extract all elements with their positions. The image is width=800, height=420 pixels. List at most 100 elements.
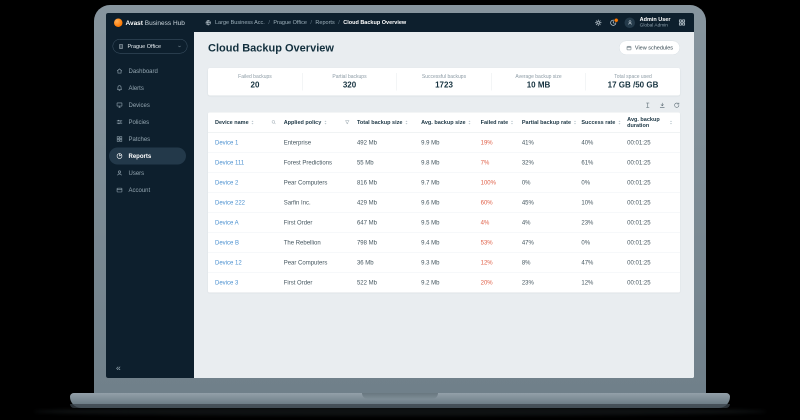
breadcrumb-item[interactable]: Prague Office (273, 19, 307, 26)
sidebar-item-reports[interactable]: Reports (109, 147, 186, 165)
sliders-icon (116, 119, 124, 126)
breadcrumb-separator: / (310, 19, 312, 26)
search-icon[interactable] (271, 120, 277, 126)
sidebar-item-label: Account (128, 186, 151, 194)
sidebar-item-patches[interactable]: Patches (106, 131, 194, 148)
column-header-success-rate[interactable]: Success rate (581, 119, 627, 125)
page-header: Cloud Backup Overview View schedules (208, 40, 680, 55)
view-schedules-button[interactable]: View schedules (618, 40, 680, 55)
page-title: Cloud Backup Overview (208, 41, 334, 54)
sidebar-item-label: Policies (128, 118, 150, 126)
breadcrumb: Large Business Acc. / Prague Office / Re… (205, 19, 406, 26)
device-link[interactable]: Device 111 (215, 158, 245, 166)
sidebar-item-alerts[interactable]: Alerts (106, 80, 194, 97)
cell-avg-size: 9.4 Mb (421, 238, 440, 246)
avast-logo-icon (114, 18, 123, 27)
sidebar-item-users[interactable]: Users (106, 165, 194, 182)
download-icon[interactable] (659, 102, 666, 109)
cell-partial-rate: 23% (521, 279, 534, 286)
column-header-applied-policy[interactable]: Applied policy (284, 119, 357, 125)
apps-grid-icon[interactable] (678, 19, 686, 27)
cell-duration: 00:01:25 (627, 238, 651, 246)
breadcrumb-separator: / (268, 19, 270, 26)
notifications-icon[interactable] (610, 17, 619, 27)
cell-partial-rate: 32% (521, 158, 534, 166)
stat-value: 17 GB /50 GB (607, 80, 659, 90)
device-link[interactable]: Device B (215, 238, 240, 246)
cell-total-size: 522 Mb (356, 279, 377, 286)
table-row: Device 12 Pear Computers 36 Mb 9.3 Mb 12… (208, 253, 680, 273)
sort-icon (251, 120, 255, 125)
user-role: Global Admin (639, 22, 668, 28)
device-link[interactable]: Device 2 (215, 178, 239, 186)
breadcrumb-item[interactable]: Large Business Acc. (215, 19, 265, 26)
monitor-icon (116, 102, 124, 109)
column-header-avg-backup-duration[interactable]: Avg. backup duration (627, 116, 673, 128)
column-header-failed-rate[interactable]: Failed rate (481, 119, 522, 125)
column-label: Avg. backup duration (627, 116, 660, 129)
office-selector[interactable]: Prague Office (112, 39, 188, 54)
sidebar-collapse-button[interactable]: « (116, 363, 121, 373)
patches-icon (116, 136, 124, 143)
device-link[interactable]: Device 12 (215, 258, 242, 266)
sidebar-item-label: Users (128, 169, 145, 177)
pie-chart-icon (116, 153, 124, 160)
table-header-row: Device name Applied policy (208, 113, 680, 133)
column-header-total-backup-size[interactable]: Total backup size (357, 119, 421, 125)
stat-successful-backups: Successful backups 1723 (397, 68, 491, 96)
sidebar-item-policies[interactable]: Policies (106, 114, 194, 131)
stat-average-backup-size: Average backup size 10 MB (492, 68, 586, 96)
stat-value: 20 (250, 80, 260, 90)
device-link[interactable]: Device A (215, 218, 239, 226)
stat-divider (396, 73, 397, 91)
cell-avg-size: 9.5 Mb (421, 218, 440, 226)
breadcrumb-item[interactable]: Reports (315, 19, 335, 26)
cell-success-rate: 47% (581, 258, 594, 266)
user-icon (116, 170, 124, 177)
cell-failed-rate: 100% (480, 178, 496, 186)
cell-avg-size: 9.3 Mb (421, 258, 440, 266)
sidebar-item-devices[interactable]: Devices (106, 97, 194, 114)
cell-duration: 00:01:25 (627, 158, 651, 166)
cell-success-rate: 61% (581, 158, 594, 166)
column-label: Partial backup rate (521, 119, 572, 126)
column-settings-icon[interactable] (645, 102, 652, 109)
device-link[interactable]: Device 3 (215, 279, 239, 286)
notification-badge (614, 17, 619, 23)
cell-total-size: 36 Mb (356, 258, 374, 266)
filter-icon[interactable] (344, 120, 350, 126)
cell-duration: 00:01:25 (627, 198, 651, 206)
stat-divider (302, 73, 303, 91)
cell-failed-rate: 60% (480, 198, 493, 206)
sort-icon (510, 120, 514, 125)
column-header-avg-backup-size[interactable]: Avg. backup size (421, 119, 481, 125)
table-row: Device 2 Pear Computers 816 Mb 9.7 Mb 10… (208, 173, 680, 193)
cell-success-rate: 40% (581, 138, 594, 146)
table-row: Device 1 Enterprise 492 Mb 9.9 Mb 19% 41… (208, 133, 680, 153)
cell-total-size: 492 Mb (356, 138, 377, 146)
user-block[interactable]: Admin User Global Admin (640, 17, 671, 29)
cell-failed-rate: 20% (480, 279, 493, 286)
cell-success-rate: 0% (581, 178, 591, 186)
refresh-icon[interactable] (674, 102, 681, 109)
sidebar-item-label: Devices (128, 101, 150, 109)
cell-partial-rate: 41% (521, 138, 534, 146)
gear-icon[interactable] (595, 19, 603, 27)
stat-divider (585, 73, 586, 91)
top-bar: Avast Business Hub Large Business Acc. /… (106, 13, 694, 32)
cell-policy: Pear Computers (283, 258, 328, 266)
breadcrumb-separator: / (338, 19, 340, 26)
device-link[interactable]: Device 222 (215, 198, 246, 206)
sidebar-item-account[interactable]: Account (106, 182, 194, 199)
cell-partial-rate: 0% (521, 178, 531, 186)
table-row: Device 3 First Order 522 Mb 9.2 Mb 20% 2… (208, 273, 680, 293)
column-header-partial-backup-rate[interactable]: Partial backup rate (522, 119, 582, 125)
table-row: Device 111 Forest Predictions 55 Mb 9.8 … (208, 153, 680, 173)
device-link[interactable]: Device 1 (215, 138, 239, 146)
cell-success-rate: 10% (581, 198, 594, 206)
office-selector-label: Prague Office (127, 43, 162, 50)
brand-name: Avast Business Hub (126, 19, 185, 27)
avatar[interactable] (624, 17, 636, 28)
sidebar-item-dashboard[interactable]: Dashboard (106, 63, 194, 80)
column-header-device-name[interactable]: Device name (215, 119, 284, 125)
